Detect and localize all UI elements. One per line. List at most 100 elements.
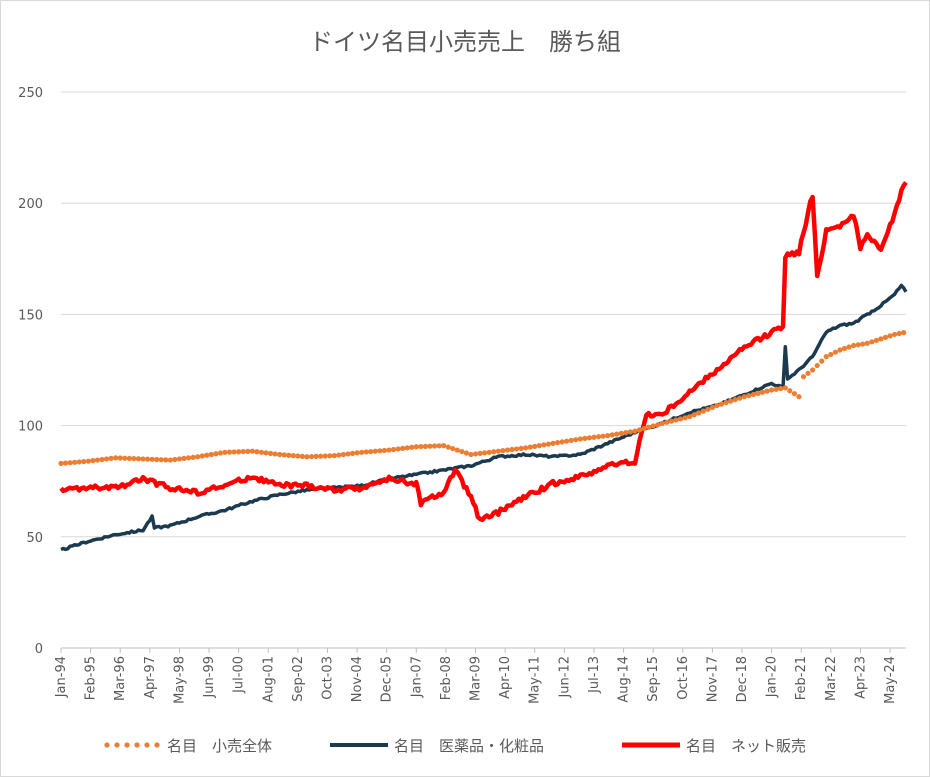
- data-point: [254, 449, 260, 455]
- data-point: [277, 451, 283, 458]
- series-online-sales: [59, 181, 908, 523]
- data-point: [614, 431, 620, 437]
- data-point: [459, 448, 465, 455]
- data-point: [495, 448, 501, 454]
- legend-swatch: [104, 742, 160, 748]
- data-point: [450, 445, 456, 452]
- data-point: [586, 435, 593, 441]
- x-axis: Jan-94 Feb-95 Mar-96 Apr-97 May-98 Jun-99 Jul-…: [54, 647, 906, 704]
- x-tick-label: Mar-96: [113, 656, 128, 701]
- x-tick-label: May-24: [883, 656, 898, 704]
- data-point: [832, 349, 838, 355]
- data-point: [313, 453, 319, 459]
- data-point: [272, 451, 278, 457]
- y-tick-label: 250: [18, 86, 43, 101]
- data-point: [823, 354, 829, 360]
- data-point: [258, 449, 265, 455]
- data-point: [386, 447, 392, 453]
- data-point: [746, 392, 752, 399]
- data-point: [682, 415, 688, 421]
- data-point: [545, 441, 552, 447]
- data-point: [636, 427, 643, 433]
- legend-dot: [144, 742, 150, 748]
- data-point: [190, 454, 196, 460]
- data-point: [796, 394, 802, 400]
- x-tick-label: Nov-17: [705, 656, 720, 702]
- data-point: [468, 451, 474, 458]
- data-point: [554, 440, 561, 446]
- data-point: [491, 449, 497, 455]
- data-point: [882, 334, 889, 340]
- data-point: [837, 347, 843, 353]
- data-point: [677, 416, 684, 422]
- data-point: [418, 443, 424, 450]
- data-point: [108, 455, 114, 462]
- x-tick-label: Oct-03: [320, 656, 335, 700]
- legend-item: 名目 医薬品・化粧品: [330, 732, 544, 758]
- data-point: [632, 428, 638, 434]
- legend-dot: [104, 742, 110, 748]
- data-point: [819, 358, 825, 364]
- data-point: [627, 429, 634, 435]
- data-point: [422, 443, 429, 449]
- data-point: [609, 432, 615, 438]
- data-point: [482, 450, 488, 456]
- data-point: [76, 459, 82, 465]
- data-point: [267, 450, 274, 456]
- data-point: [172, 456, 178, 463]
- data-point: [846, 344, 852, 350]
- x-tick-label: Sep-02: [291, 656, 306, 702]
- data-point: [213, 451, 219, 457]
- data-point: [167, 457, 173, 463]
- x-tick-label: Apr-10: [498, 656, 513, 699]
- legend-item: 名目 小売全体: [103, 732, 272, 758]
- data-point: [240, 448, 246, 455]
- data-point: [163, 457, 169, 463]
- data-point: [199, 453, 205, 459]
- data-point: [518, 445, 524, 451]
- data-point: [181, 455, 187, 462]
- data-point: [687, 414, 693, 420]
- data-point: [791, 391, 797, 397]
- data-point: [463, 450, 470, 456]
- data-point: [878, 336, 884, 342]
- data-point: [67, 460, 73, 466]
- x-tick-label: May-98: [172, 656, 187, 704]
- x-tick-label: Mar-22: [824, 656, 839, 701]
- data-point: [623, 430, 629, 436]
- y-axis-ticks: 0 50 100 150 200 250: [18, 86, 43, 657]
- data-point: [322, 453, 328, 459]
- data-point: [860, 341, 866, 347]
- data-point: [732, 397, 738, 403]
- x-tick-label: Jun-99: [202, 656, 217, 699]
- data-point: [709, 404, 716, 411]
- data-point: [90, 458, 96, 464]
- data-point: [62, 460, 69, 466]
- data-point: [295, 453, 301, 459]
- data-point: [641, 425, 647, 432]
- data-point: [354, 450, 360, 456]
- x-tick-label: Jul-00: [232, 656, 247, 694]
- data-point: [810, 367, 816, 373]
- data-point: [308, 453, 315, 460]
- data-point: [299, 453, 306, 459]
- data-point: [472, 451, 479, 457]
- data-point: [427, 443, 433, 449]
- data-point: [72, 459, 78, 465]
- data-point: [573, 437, 579, 443]
- data-point: [901, 330, 907, 336]
- data-point: [591, 434, 597, 440]
- data-point: [650, 423, 656, 429]
- data-point: [208, 451, 214, 458]
- data-point: [58, 460, 64, 467]
- x-tick-label: Jul-13: [587, 656, 602, 694]
- data-point: [869, 339, 875, 345]
- data-point: [409, 444, 415, 450]
- x-tick-label: Apr-23: [853, 656, 868, 699]
- data-point: [400, 445, 406, 451]
- x-tick-label: Feb-21: [794, 656, 809, 700]
- data-point: [222, 449, 228, 455]
- data-point: [696, 410, 702, 416]
- data-point: [550, 440, 556, 446]
- data-point: [249, 448, 255, 454]
